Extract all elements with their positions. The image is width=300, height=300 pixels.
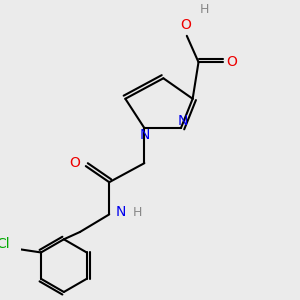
Text: N: N: [116, 205, 126, 219]
Text: N: N: [177, 114, 188, 128]
Text: H: H: [200, 3, 209, 16]
Text: N: N: [139, 128, 149, 142]
Text: O: O: [227, 55, 238, 69]
Text: H: H: [132, 206, 142, 219]
Text: Cl: Cl: [0, 237, 11, 251]
Text: O: O: [180, 18, 191, 32]
Text: O: O: [69, 156, 80, 170]
